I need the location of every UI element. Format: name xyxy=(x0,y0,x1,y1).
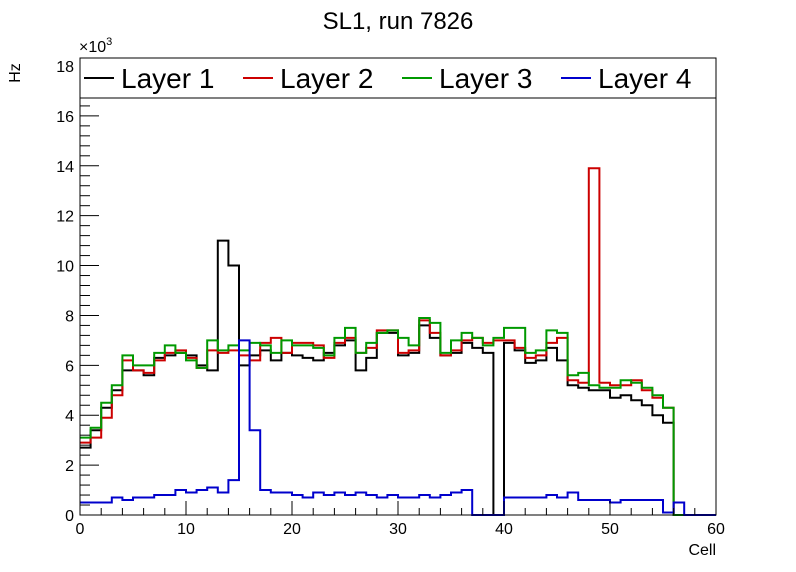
x-tick-label: 60 xyxy=(707,521,725,538)
chart-title: SL1, run 7826 xyxy=(323,8,474,35)
series-line-layer-3 xyxy=(80,316,716,516)
y-tick-label: 6 xyxy=(65,358,74,375)
y-exponent-power: 3 xyxy=(106,36,112,48)
y-tick-label: 8 xyxy=(65,308,74,325)
x-tick-label: 50 xyxy=(601,521,619,538)
x-tick-label: 30 xyxy=(389,521,407,538)
legend: Layer 1 Layer 2 Layer 3 Layer 4 xyxy=(79,57,717,99)
axes: 0 10 20 30 40 50 60 0 2 4 6 8 10 12 14 16 18 xyxy=(56,59,725,538)
y-tick-label: 0 xyxy=(65,508,74,525)
y-tick-label: 10 xyxy=(56,259,74,276)
plot-series xyxy=(80,167,716,516)
y-axis-label: Hz xyxy=(7,63,24,83)
series-line-layer-4 xyxy=(80,339,716,516)
y-tick-label: 16 xyxy=(56,109,74,126)
series-line-layer-1 xyxy=(80,239,716,516)
y-tick-label: 18 xyxy=(56,59,74,76)
x-axis-label: Cell xyxy=(688,542,716,559)
legend-label-layer-1: Layer 1 xyxy=(121,63,214,94)
legend-label-layer-4: Layer 4 xyxy=(598,63,691,94)
x-tick-label: 20 xyxy=(283,521,301,538)
y-tick-label: 4 xyxy=(65,408,74,425)
plot-frame xyxy=(79,65,717,516)
y-tick-label: 2 xyxy=(65,458,74,475)
x-tick-label: 0 xyxy=(76,521,85,538)
y-exponent-base: ×10 xyxy=(79,39,106,56)
series-line-layer-2 xyxy=(80,167,716,516)
x-tick-label: 40 xyxy=(495,521,513,538)
x-tick-label: 10 xyxy=(177,521,195,538)
y-tick-label: 14 xyxy=(56,159,74,176)
y-tick-label: 12 xyxy=(56,209,74,226)
legend-label-layer-3: Layer 3 xyxy=(439,63,532,94)
y-exponent: ×103 xyxy=(79,36,112,56)
legend-label-layer-2: Layer 2 xyxy=(280,63,373,94)
legend-box xyxy=(79,57,717,99)
